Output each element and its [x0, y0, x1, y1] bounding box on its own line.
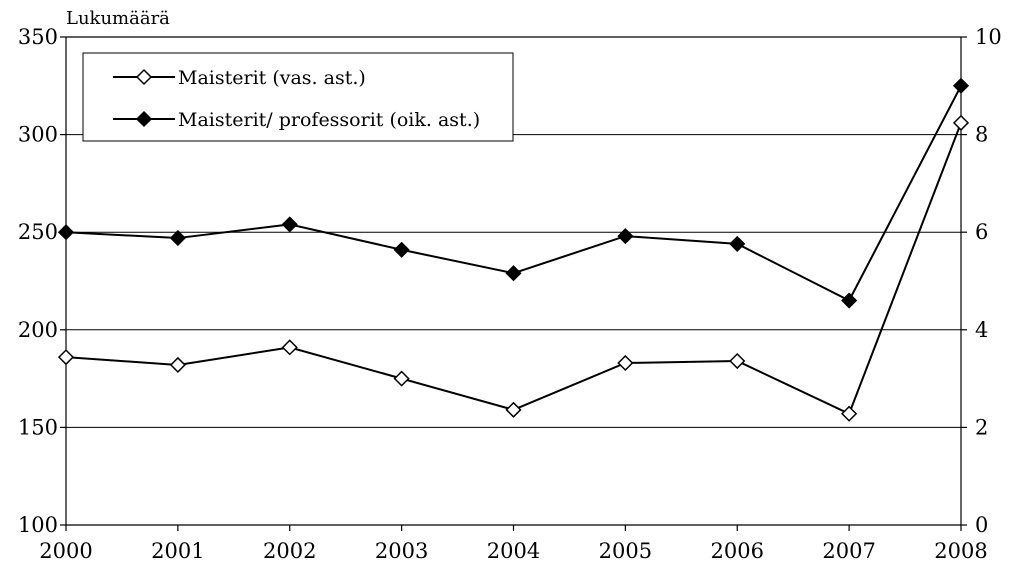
x-tick-label: 2000 [39, 539, 92, 563]
x-tick-label: 2007 [822, 539, 875, 563]
x-tick-label: 2004 [487, 539, 540, 563]
y-left-tick-label: 150 [18, 415, 58, 439]
x-tick-label: 2006 [711, 539, 764, 563]
data-point-1 [952, 114, 970, 131]
y-left-tick-label: 250 [18, 220, 58, 244]
data-point-1 [57, 349, 75, 366]
y-axis-left-title: Lukumäärä [66, 8, 170, 29]
data-point-2 [952, 77, 970, 94]
data-point-2 [281, 216, 298, 233]
legend-box [82, 52, 514, 142]
y-left-tick-label: 300 [18, 123, 58, 147]
legend-marker-filled-diamond [135, 110, 153, 128]
data-point-1 [841, 405, 858, 422]
y-right-tick-label: 0 [975, 513, 988, 537]
y-right-tick-label: 2 [975, 415, 988, 439]
data-point-1 [505, 401, 522, 418]
x-tick-label: 2003 [375, 539, 428, 563]
data-point-1 [393, 370, 410, 387]
data-point-2 [841, 292, 858, 309]
y-right-tick-label: 8 [975, 123, 988, 147]
y-left-tick-label: 100 [18, 513, 58, 537]
data-point-2 [729, 235, 746, 252]
data-point-1 [729, 352, 746, 370]
x-tick-label: 2001 [151, 539, 204, 563]
y-left-tick-label: 200 [18, 318, 58, 342]
y-right-tick-label: 4 [975, 318, 988, 342]
data-point-2 [617, 228, 634, 245]
y-right-tick-label: 10 [975, 25, 1002, 49]
x-tick-label: 2002 [263, 539, 316, 563]
data-point-2 [169, 229, 186, 247]
data-point-1 [617, 354, 634, 372]
legend-marker-open-diamond [135, 68, 153, 86]
data-point-1 [281, 339, 298, 356]
legend-label-series-2: Maisterit/ professorit (oik. ast.) [178, 109, 480, 131]
x-tick-label: 2005 [599, 539, 652, 563]
data-point-1 [169, 356, 186, 373]
y-left-tick-label: 350 [18, 25, 58, 49]
x-tick-label: 2008 [934, 539, 987, 563]
data-point-2 [505, 265, 522, 282]
y-right-tick-label: 6 [975, 220, 988, 244]
legend-label-series-1: Maisterit (vas. ast.) [178, 67, 366, 89]
data-point-2 [393, 241, 410, 258]
data-point-2 [57, 224, 75, 241]
